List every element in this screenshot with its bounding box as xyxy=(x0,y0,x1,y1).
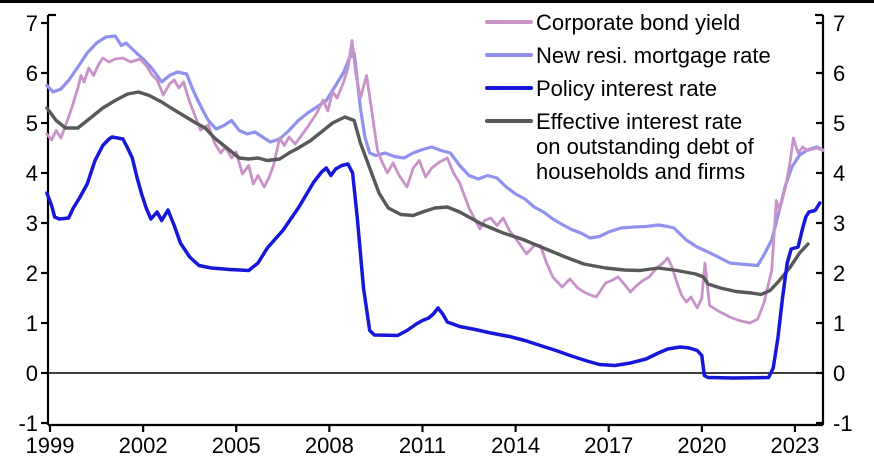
left-y-axis-label: 7 xyxy=(26,11,38,36)
right-y-axis-label: 5 xyxy=(833,111,845,136)
x-axis-label: 2008 xyxy=(305,433,354,458)
legend-label-policy-interest-rate: Policy interest rate xyxy=(536,76,717,101)
x-axis-label: 2002 xyxy=(119,433,168,458)
left-y-axis-label: 4 xyxy=(26,161,38,186)
right-y-axis-label: 4 xyxy=(833,161,845,186)
right-y-axis-label: 1 xyxy=(833,311,845,336)
left-y-axis-label: 1 xyxy=(26,311,38,336)
legend-label-corporate-bond-yield: Corporate bond yield xyxy=(536,10,740,35)
x-axis-label: 2020 xyxy=(677,433,726,458)
series-line-corporate-bond-yield xyxy=(45,39,825,325)
series-line-effective-interest-rate-on-outstanding-d xyxy=(45,90,810,297)
right-y-axis-label: -1 xyxy=(833,411,853,436)
right-y-axis-label: 2 xyxy=(833,261,845,286)
right-y-axis-label: 7 xyxy=(833,11,845,36)
right-y-axis-label: 3 xyxy=(833,211,845,236)
left-y-axis-label: 5 xyxy=(26,111,38,136)
right-y-axis-label: 0 xyxy=(833,361,845,386)
legend-label-effective-interest-rate: households and firms xyxy=(536,159,745,184)
legend-label-effective-interest-rate: Effective interest rate xyxy=(536,109,742,134)
series-line-policy-interest-rate xyxy=(45,135,822,380)
series-line-new-resi-mortgage-rate xyxy=(45,34,825,268)
x-axis-label: 2011 xyxy=(399,433,446,458)
x-axis-label: 2023 xyxy=(770,433,819,458)
left-y-axis-label: 0 xyxy=(26,361,38,386)
legend-label-new-resi-mortgage-rate: New resi. mortgage rate xyxy=(536,43,771,68)
x-axis-label: 2014 xyxy=(491,433,540,458)
x-axis-label: 1999 xyxy=(26,433,75,458)
left-y-axis-label: 2 xyxy=(26,261,38,286)
left-y-axis-label: -1 xyxy=(18,411,38,436)
right-y-axis-label: 6 xyxy=(833,61,845,86)
left-y-axis-label: 3 xyxy=(26,211,38,236)
left-y-axis-label: 6 xyxy=(26,61,38,86)
x-axis-label: 2017 xyxy=(584,433,633,458)
x-axis-label: 2005 xyxy=(212,433,261,458)
legend-label-effective-interest-rate: on outstanding debt of xyxy=(536,134,755,159)
legend: Corporate bond yield New resi. mortgage r… xyxy=(485,10,771,184)
top-border xyxy=(0,0,874,3)
